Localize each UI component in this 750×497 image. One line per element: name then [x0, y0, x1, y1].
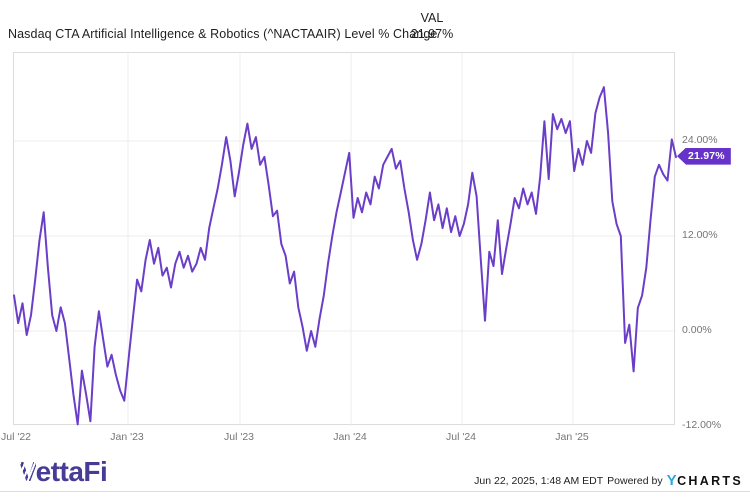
chart-title: Nasdaq CTA Artificial Intelligence & Rob…	[8, 27, 438, 41]
current-value-badge: 21.97%	[677, 147, 731, 165]
vettafi-logo-v: V	[19, 456, 36, 487]
x-axis-tick-label: Jan '24	[333, 431, 367, 443]
x-axis-tick-label: Jan '23	[110, 431, 144, 443]
plot-area	[13, 52, 677, 426]
y-axis-tick-label: 12.00%	[682, 228, 718, 241]
legend-val-header: VAL	[420, 11, 444, 25]
price-line-chart	[13, 53, 677, 426]
x-axis-tick-label: Jul '24	[445, 431, 477, 443]
legend-val-value: 21.97%	[410, 27, 454, 41]
x-axis-tick-label: Jul '22	[0, 431, 32, 443]
ycharts-logo-text: CHARTS	[677, 474, 743, 488]
x-axis-tick-label: Jul '23	[223, 431, 255, 443]
ycharts-logo[interactable]: Y CHARTS	[667, 472, 743, 489]
chart-attribution: Jun 22, 2025, 1:48 AM EDT Powered by Y CH…	[474, 472, 743, 489]
legend-value-block: VAL 21.97%	[398, 10, 466, 42]
ycharts-logo-y: Y	[666, 472, 678, 489]
timestamp: Jun 22, 2025, 1:48 AM EDT	[474, 474, 604, 487]
bottom-divider	[0, 491, 750, 492]
current-value-label: 21.97%	[688, 150, 725, 163]
vettafi-logo[interactable]: VettaFi	[19, 456, 108, 488]
powered-by-label: Powered by	[607, 474, 663, 487]
y-axis-tick-label: -12.00%	[682, 418, 722, 431]
y-axis-tick-label: 24.00%	[682, 133, 718, 146]
x-axis-tick-label: Jan '25	[555, 431, 589, 443]
vettafi-logo-text: ettaFi	[35, 456, 108, 487]
y-axis-tick-label: 0.00%	[682, 323, 712, 336]
